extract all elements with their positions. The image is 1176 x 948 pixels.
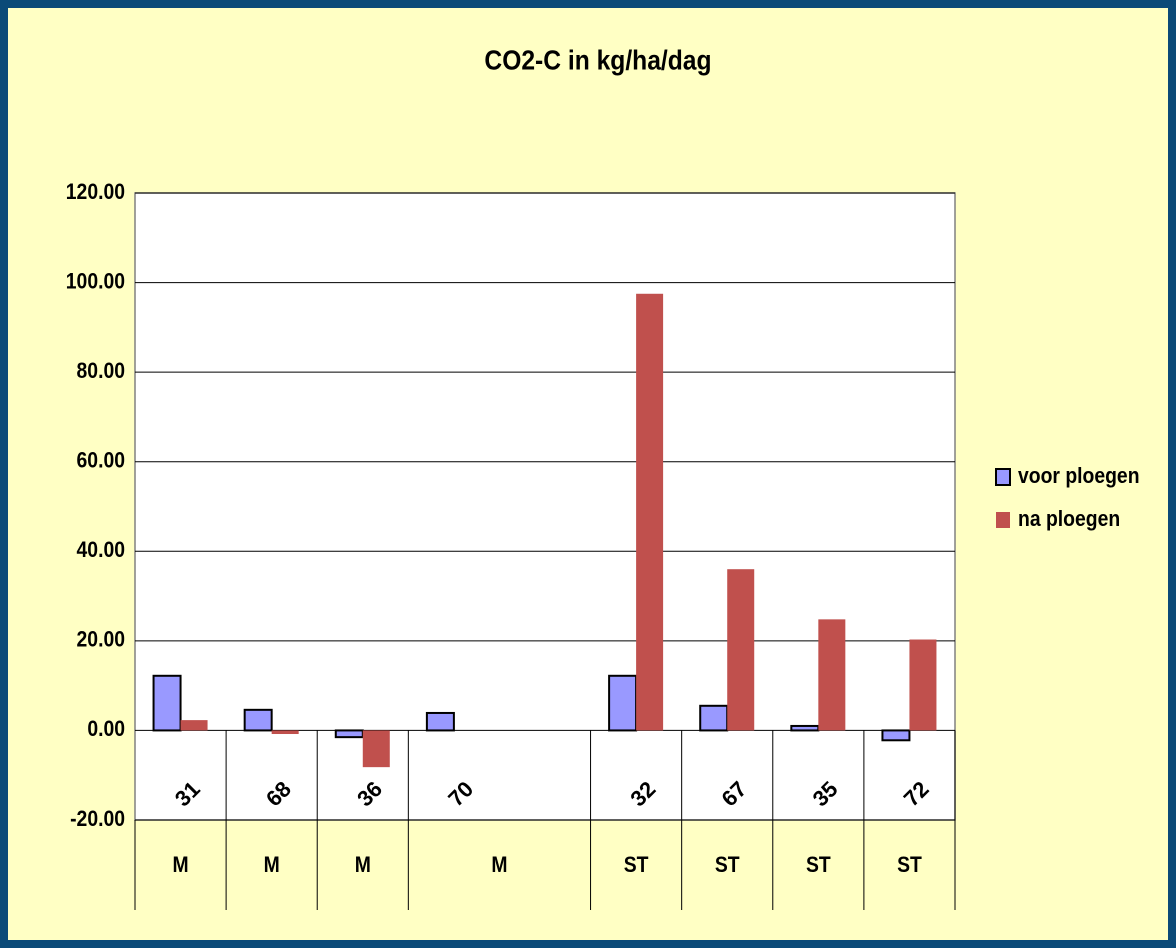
legend-swatch bbox=[995, 468, 1011, 486]
group-label: ST bbox=[624, 853, 649, 877]
bar bbox=[790, 724, 820, 732]
bar bbox=[699, 704, 729, 732]
bar bbox=[271, 730, 299, 735]
group-label: ST bbox=[806, 853, 831, 877]
group-label: ST bbox=[715, 853, 740, 877]
group-label: ST bbox=[897, 853, 922, 877]
chart-title: CO2-C in kg/ha/dag bbox=[484, 44, 711, 76]
bar bbox=[243, 708, 273, 732]
y-tick-label: -20.00 bbox=[70, 807, 125, 831]
bar bbox=[636, 293, 664, 731]
bar bbox=[818, 619, 846, 731]
legend-swatch bbox=[996, 512, 1010, 528]
bar bbox=[152, 674, 182, 732]
group-label: M bbox=[172, 853, 188, 877]
y-tick-label: 80.00 bbox=[77, 359, 125, 383]
bar bbox=[727, 569, 755, 731]
y-tick-label: 20.00 bbox=[77, 628, 125, 652]
legend-label: voor ploegen bbox=[1018, 464, 1140, 488]
group-label: M bbox=[355, 853, 371, 877]
bar bbox=[362, 730, 390, 768]
y-tick-label: 40.00 bbox=[77, 538, 125, 562]
bar bbox=[909, 639, 937, 731]
y-tick-label: 100.00 bbox=[66, 269, 125, 293]
bar bbox=[180, 720, 208, 731]
group-label: M bbox=[264, 853, 280, 877]
bar bbox=[608, 674, 638, 732]
group-label: M bbox=[491, 853, 507, 877]
bar bbox=[881, 729, 911, 742]
bar bbox=[334, 729, 364, 739]
y-tick-label: 60.00 bbox=[77, 448, 125, 472]
bar bbox=[425, 711, 455, 732]
y-tick-label: 120.00 bbox=[66, 180, 125, 204]
y-tick-label: 0.00 bbox=[87, 717, 125, 741]
legend-label: na ploegen bbox=[1018, 507, 1120, 531]
